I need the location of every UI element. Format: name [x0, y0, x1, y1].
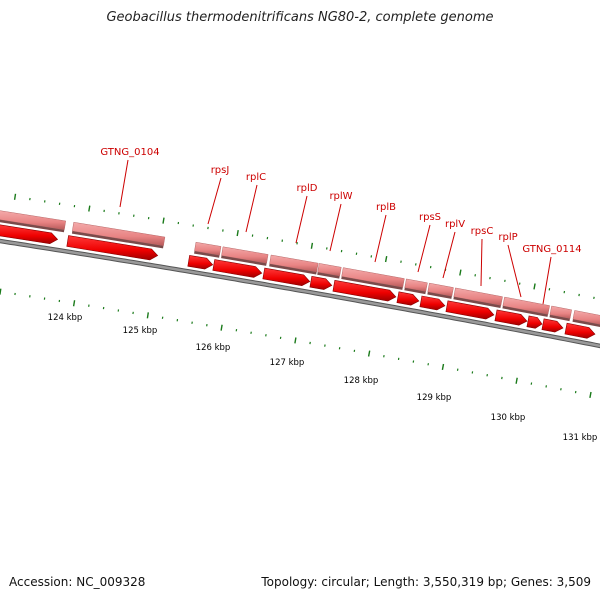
genome-info-text: Topology: circular; Length: 3,550,319 bp… [261, 575, 591, 589]
gene-leader-line [542, 256, 552, 305]
accession-text: Accession: NC_009328 [9, 575, 146, 589]
gene-block [194, 241, 222, 256]
kbp-label: 129 kbp [417, 393, 452, 403]
gene-block-track [0, 210, 600, 328]
gene-arrow [564, 322, 596, 339]
gene-leader-line [119, 159, 129, 208]
kbp-label: 125 kbp [123, 326, 158, 336]
inner-tick [72, 300, 76, 307]
gene-label: rpsS [419, 212, 441, 223]
outer-tick-track [13, 193, 595, 300]
kbp-label: 128 kbp [344, 376, 379, 386]
gene-block [453, 287, 503, 306]
gene-label: rplC [246, 172, 266, 183]
gene-block [404, 278, 428, 292]
gene-block [427, 282, 454, 297]
gene-block-shadow [453, 296, 501, 309]
inner-tick [146, 312, 149, 319]
gene-block-shadow [427, 291, 452, 299]
gene-arrow [541, 318, 564, 333]
outer-tick [236, 229, 239, 237]
outer-tick [13, 193, 17, 200]
gene-block-shadow [221, 255, 267, 266]
gene-leader-line [207, 177, 222, 225]
kbp-label: 126 kbp [196, 343, 231, 353]
gene-arrow [494, 309, 528, 326]
gene-label: rpsC [471, 226, 494, 237]
gene-label: GTNG_0104 [100, 147, 159, 158]
kbp-label: 124 kbp [48, 313, 83, 323]
inner-tick [589, 391, 592, 399]
outer-tick [310, 242, 314, 249]
gene-arrow [0, 224, 59, 245]
gene-block-shadow [549, 314, 570, 322]
gene-leader-line [329, 203, 342, 252]
gene-block-shadow [404, 287, 426, 295]
gene-arrow [419, 295, 446, 311]
gene-leader-line [507, 244, 522, 298]
gene-block [317, 263, 342, 277]
gene-leader-line [442, 231, 456, 279]
inner-tick [515, 377, 518, 384]
gene-label: rpsJ [211, 165, 230, 176]
gene-block-shadow [71, 231, 164, 249]
inner-tick [367, 350, 371, 357]
gene-block-shadow [317, 272, 340, 279]
kbp-label: 130 kbp [491, 413, 526, 423]
gene-arrow [66, 235, 159, 261]
gene-leader-line [245, 184, 258, 233]
outer-tick [88, 205, 91, 212]
inner-tick [294, 337, 297, 344]
inner-tick [220, 324, 223, 331]
gene-block [502, 296, 550, 315]
gene-arrow [212, 259, 263, 278]
gene-arrow [309, 275, 333, 290]
gene-arrow [526, 315, 543, 329]
gene-callouts: GTNG_0104 rpsJ rplC rplD rplW rplB rpsS rplV rps… [100, 147, 582, 305]
gene-arrow [445, 300, 495, 320]
inner-tick-track [0, 288, 592, 399]
gene-block [549, 305, 572, 319]
gene-arrow [187, 255, 214, 270]
gene-label: rplD [297, 183, 318, 194]
gene-leader-line [295, 195, 308, 244]
gene-arrow [262, 267, 311, 287]
outer-tick [593, 296, 595, 300]
outer-tick [162, 217, 165, 224]
kbp-labels: 124 kbp 125 kbp 126 kbp 127 kbp 128 kbp 129 k… [48, 313, 598, 443]
kbp-label: 127 kbp [270, 358, 305, 368]
outer-tick [384, 255, 388, 263]
gene-block-shadow [572, 319, 600, 328]
gene-block [221, 246, 269, 264]
gene-label: rplP [498, 232, 517, 243]
gene-leader-line [417, 224, 431, 273]
gene-label: rplB [376, 202, 396, 213]
outer-tick [459, 269, 462, 276]
inner-tick [0, 288, 2, 295]
backbone-line [0, 238, 600, 349]
gene-block [572, 310, 600, 325]
gene-block-shadow [341, 276, 403, 290]
page-title: Geobacillus thermodenitrificans NG80-2, … [106, 10, 494, 25]
gene-block-shadow [0, 219, 65, 233]
gene-leader-line [480, 238, 483, 287]
kbp-label: 131 kbp [563, 433, 598, 443]
gene-block-shadow [502, 305, 548, 317]
inner-tick [441, 363, 445, 371]
gene-label: rplW [329, 191, 352, 202]
gene-arrow [332, 279, 397, 302]
outer-tick [533, 283, 536, 290]
gene-block-shadow [194, 251, 220, 258]
gene-label: rplV [445, 219, 465, 230]
gene-arrow [396, 291, 420, 306]
gene-leader-line [374, 214, 387, 263]
gene-block-shadow [269, 263, 317, 275]
gene-block [341, 267, 405, 288]
gene-label: GTNG_0114 [522, 244, 581, 255]
backbone-core [0, 239, 600, 348]
gene-arrow-track [0, 224, 596, 339]
gene-block [0, 210, 66, 231]
